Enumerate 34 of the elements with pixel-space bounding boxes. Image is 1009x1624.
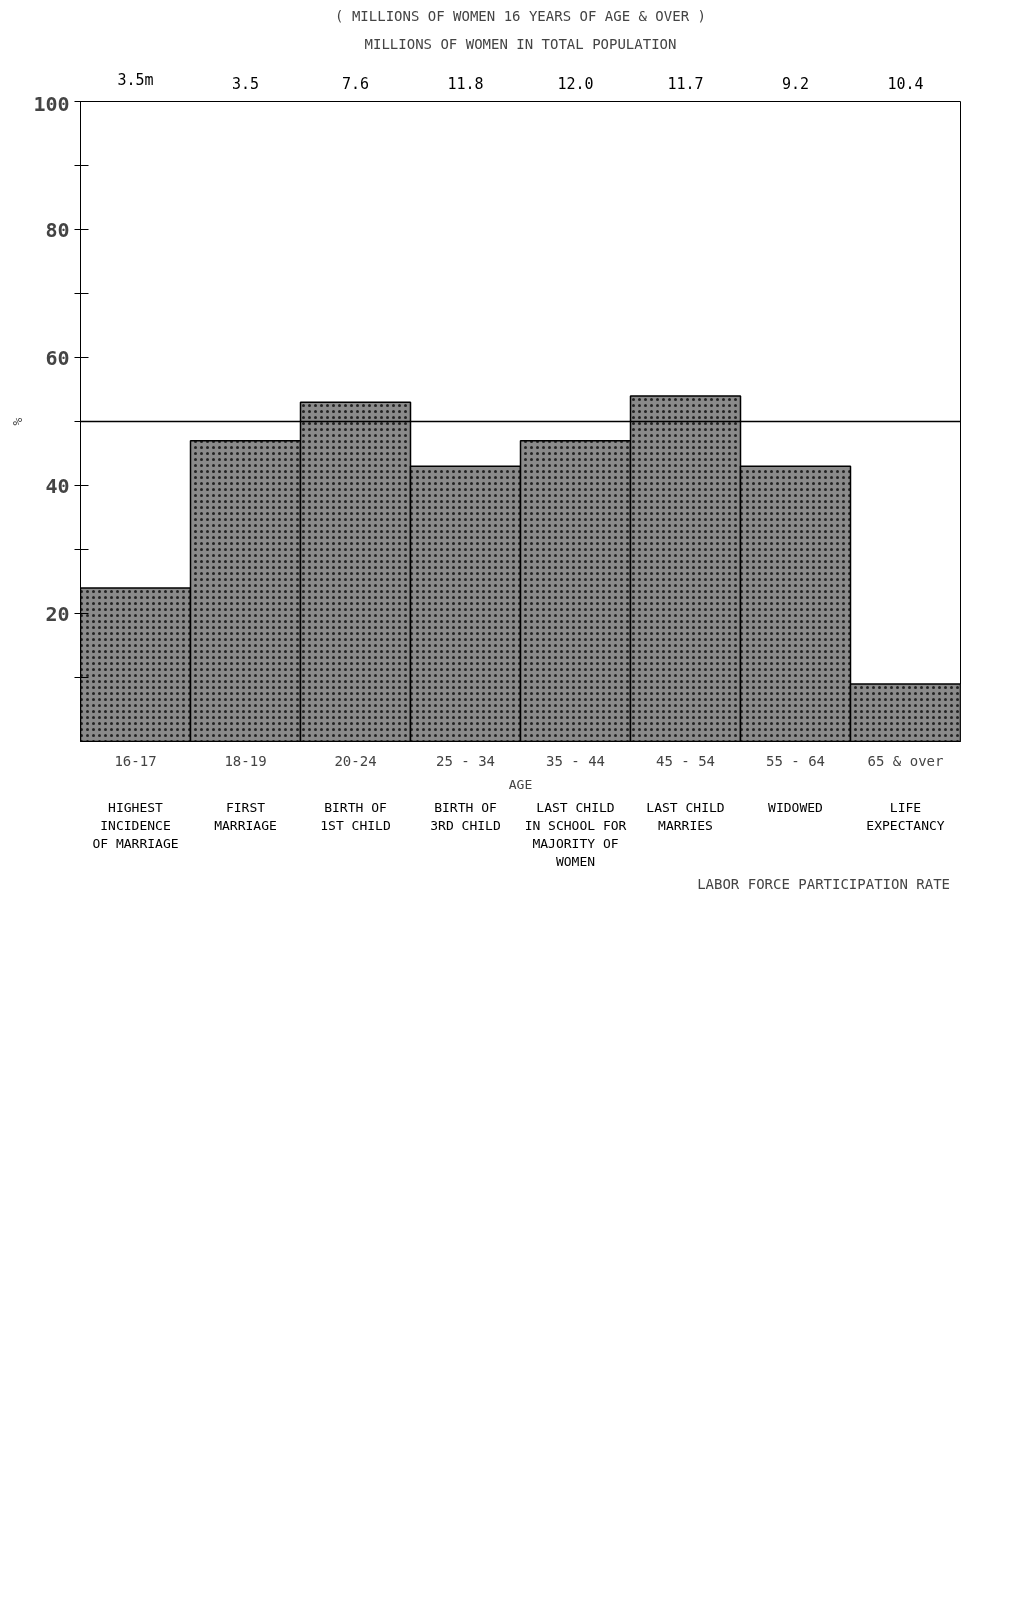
- y-tick-label: 20: [45, 601, 70, 626]
- y-tick-label: 100: [33, 91, 70, 116]
- text: LIFE EXPECTANCY: [866, 800, 945, 833]
- text: HIGHEST INCIDENCE OF MARRIAGE: [92, 800, 179, 851]
- x-tick-label: 45 - 54: [656, 752, 716, 769]
- y-axis-title: %: [10, 417, 26, 426]
- y-tick-label: 60: [45, 345, 70, 370]
- x-tick-label: 18-19: [224, 752, 267, 769]
- text: 12.0: [557, 74, 594, 93]
- text: 11.7: [667, 74, 704, 93]
- y-tick-label: 40: [45, 473, 70, 498]
- text: LAST CHILD IN SCHOOL FOR MAJORITY OF WOMEN: [524, 800, 627, 869]
- text: 10.4: [887, 74, 924, 93]
- chart-subtitle: MILLIONS OF WOMEN IN TOTAL POPULATION: [364, 35, 677, 52]
- text: FIRST MARRIAGE: [214, 800, 277, 833]
- chart-title: ( MILLIONS OF WOMEN 16 YEARS OF AGE & OVER ): [335, 7, 706, 24]
- x-tick-label: 20-24: [334, 752, 377, 769]
- x-axis-title: AGE: [508, 776, 533, 792]
- text: LABOR FORCE PARTICIPATION RATE: [697, 876, 950, 892]
- text: BIRTH OF 1ST CHILD: [320, 800, 391, 833]
- x-tick-label: 35 - 44: [546, 752, 606, 769]
- text: 11.8: [447, 74, 484, 93]
- text: BIRTH OF 3RD CHILD: [430, 800, 501, 833]
- x-tick-label: 16-17: [114, 752, 157, 769]
- text: 7.6: [341, 74, 370, 93]
- text: 3.5: [231, 74, 260, 93]
- text: 3.5m: [117, 70, 154, 89]
- text: 9.2: [781, 74, 810, 93]
- x-tick-label: 65 & over: [867, 752, 944, 769]
- x-tick-label: 25 - 34: [436, 752, 496, 769]
- y-tick-label: 80: [45, 217, 70, 242]
- x-tick-label: 55 - 64: [766, 752, 826, 769]
- text: WIDOWED: [768, 800, 824, 815]
- text: LAST CHILD MARRIES: [646, 800, 725, 833]
